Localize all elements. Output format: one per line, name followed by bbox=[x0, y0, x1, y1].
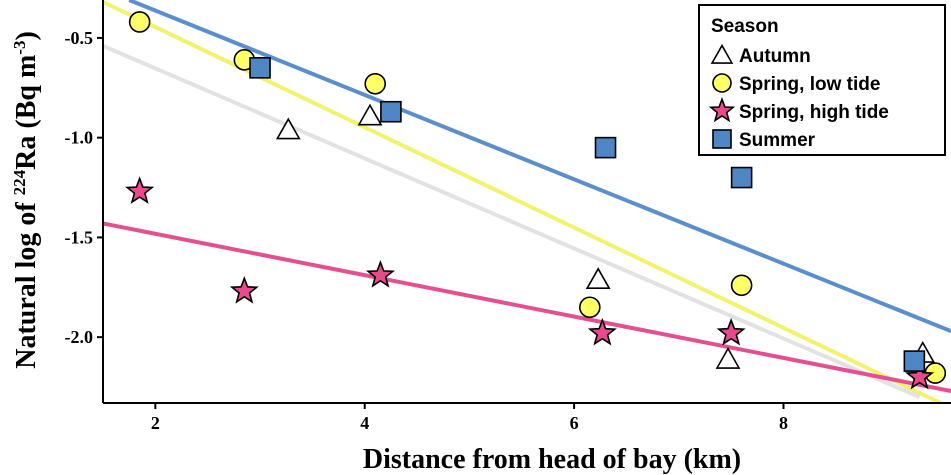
point-spring-high-tide bbox=[905, 361, 935, 390]
fit-line-autumn bbox=[102, 44, 921, 399]
legend-key-autumn bbox=[710, 43, 734, 64]
legend-label-summer: Summer bbox=[739, 130, 816, 151]
point-spring-high-tide bbox=[587, 317, 617, 346]
axes: 2 4 6 8 -0.5 -1.0 -1.5 -2.0 Distance from head o… bbox=[10, 0, 951, 475]
point-summer bbox=[380, 100, 402, 123]
y-axis-title-part: 224 bbox=[10, 169, 29, 195]
point-spring-high-tide bbox=[365, 260, 395, 288]
legend-key-summer bbox=[712, 129, 732, 149]
x-axis-title: Distance from head of bay (km) bbox=[363, 444, 741, 475]
legend-key-spring-low-tide bbox=[712, 73, 732, 93]
y-tick-label: -1.0 bbox=[65, 128, 94, 148]
point-autumn bbox=[585, 267, 611, 290]
legend-label-spring-high-tide: Spring, high tide bbox=[739, 102, 889, 123]
point-spring-low-tide bbox=[730, 274, 753, 297]
legend-label-spring-low-tide: Spring, low tide bbox=[739, 74, 880, 95]
point-autumn bbox=[275, 117, 301, 140]
point-autumn bbox=[715, 346, 741, 369]
legend-label-autumn: Autumn bbox=[739, 46, 811, 67]
point-summer bbox=[903, 350, 926, 372]
point-autumn bbox=[357, 103, 383, 126]
y-tick-label: -2.0 bbox=[65, 327, 94, 347]
y-axis-title: Natural log of 224Ra (Bq m-3) bbox=[10, 31, 42, 369]
y-axis-title-part: Ra (Bq m bbox=[11, 55, 42, 170]
x-tick-label: 4 bbox=[360, 413, 369, 433]
point-summer bbox=[730, 166, 753, 189]
point-spring-high-tide bbox=[716, 317, 746, 346]
fit-line-summer bbox=[128, 0, 951, 334]
fit-line-spring-high-tide bbox=[102, 221, 951, 393]
y-axis-title-part: Natural log of bbox=[11, 195, 42, 368]
point-spring-low-tide bbox=[364, 72, 386, 95]
point-summer bbox=[594, 136, 617, 159]
legend-key-spring-high-tide bbox=[708, 97, 736, 123]
y-tick-label: -1.5 bbox=[65, 227, 94, 247]
point-spring-high-tide bbox=[229, 276, 259, 304]
point-spring-low-tide bbox=[579, 296, 601, 319]
legend-box bbox=[698, 4, 946, 156]
y-axis-title-part: -3 bbox=[10, 41, 29, 55]
x-tick-label: 8 bbox=[779, 413, 788, 433]
point-summer bbox=[249, 57, 271, 79]
legend: Season Autumn Spring, low tide Spring, high… bbox=[698, 4, 946, 156]
data-points bbox=[125, 11, 947, 390]
y-tick-label: -0.5 bbox=[65, 28, 94, 48]
legend-title: Season bbox=[711, 16, 779, 37]
x-tick-label: 6 bbox=[570, 413, 579, 433]
point-spring-high-tide bbox=[125, 176, 155, 204]
x-tick-label: 2 bbox=[151, 413, 160, 433]
y-axis-title-part: ) bbox=[11, 31, 42, 40]
point-spring-low-tide bbox=[128, 11, 151, 33]
